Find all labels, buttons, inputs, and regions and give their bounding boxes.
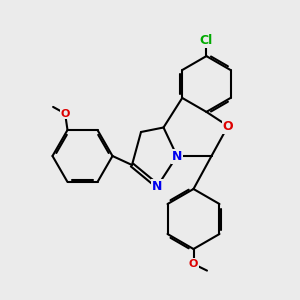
Text: O: O (189, 259, 198, 269)
Text: O: O (60, 109, 70, 118)
Text: Cl: Cl (200, 34, 213, 47)
Text: O: O (223, 119, 233, 133)
Text: N: N (152, 179, 163, 193)
Text: N: N (172, 149, 182, 163)
